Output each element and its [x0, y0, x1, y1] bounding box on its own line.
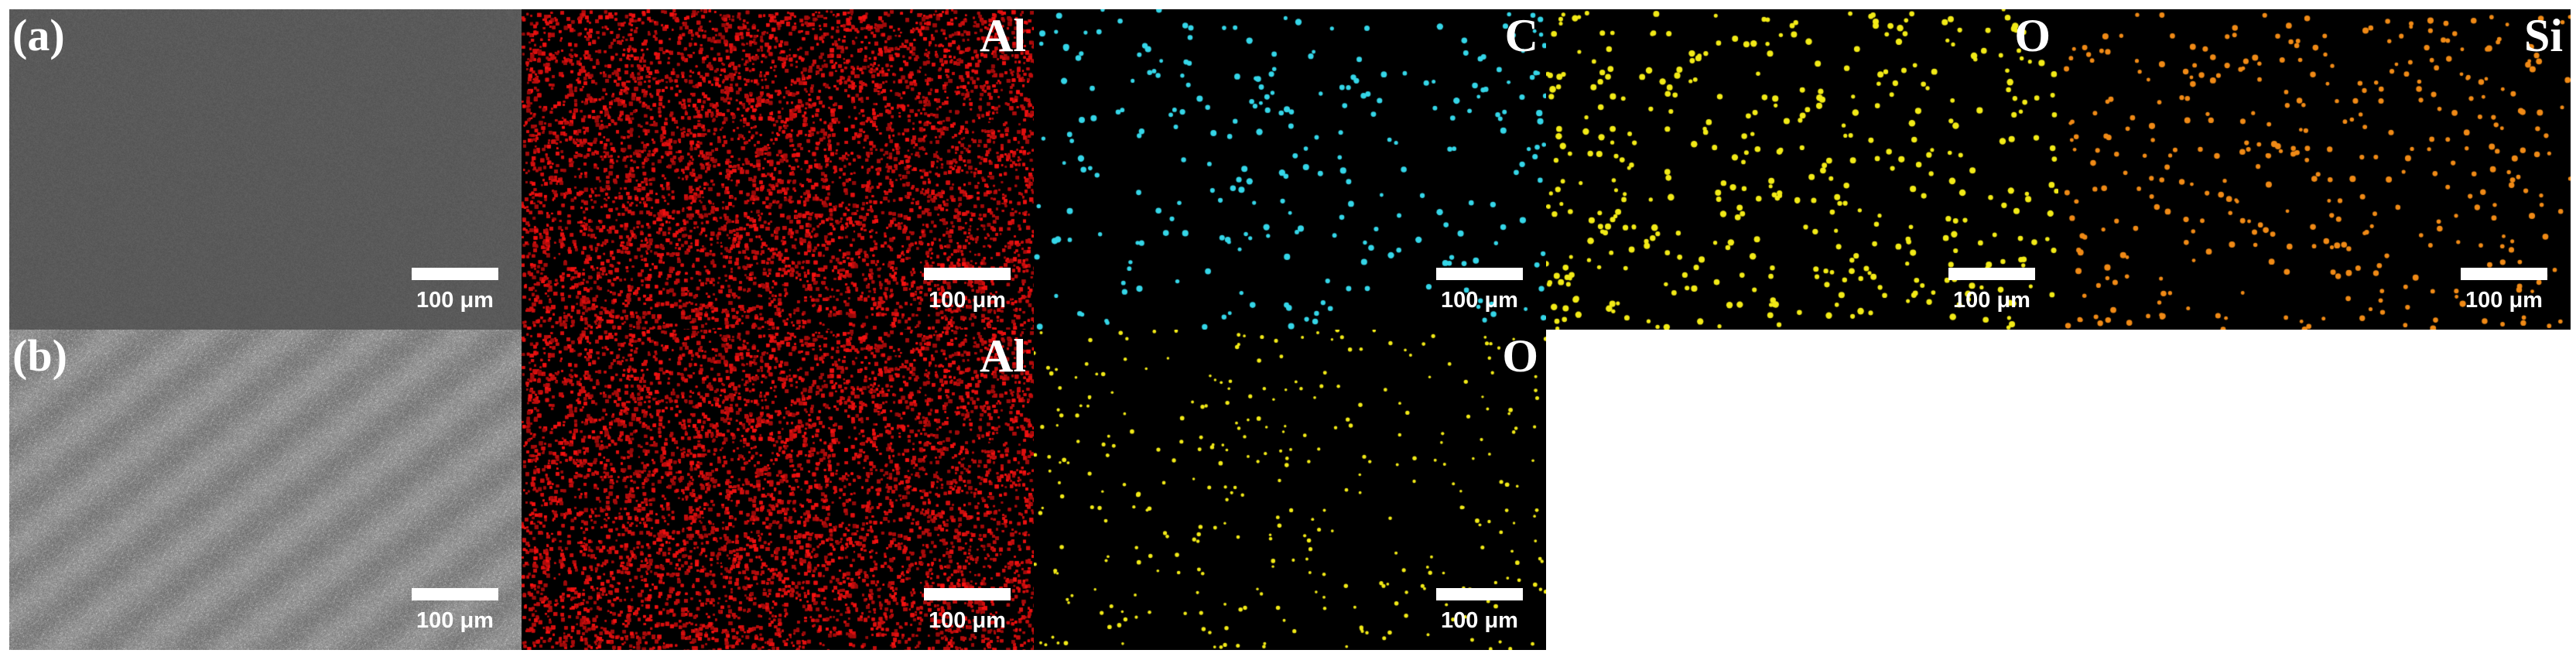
eds-map-a-si: Si 100 μm — [2058, 9, 2571, 330]
scale-bar-label: 100 μm — [929, 288, 1006, 313]
scale-bar-line — [1436, 588, 1523, 600]
element-label-a-c: C — [1504, 10, 1538, 61]
sem-image-a: (a) 100 μm — [9, 9, 522, 330]
scale-bar-line — [1948, 268, 2035, 280]
scale-bar-label: 100 μm — [416, 288, 494, 313]
sem-image-b: (b) 100 μm — [9, 330, 522, 650]
scale-bar-line — [2461, 268, 2547, 280]
eds-map-b-o: O 100 μm — [1034, 330, 1546, 650]
eds-map-a-o: O 100 μm — [1546, 9, 2058, 330]
scale-bar-label: 100 μm — [1441, 288, 1518, 313]
eds-map-b-al: Al 100 μm — [522, 330, 1034, 650]
scale-bar: 100 μm — [2453, 268, 2555, 319]
scale-bar-line — [924, 268, 1011, 280]
eds-map-a-al: Al 100 μm — [522, 9, 1034, 330]
scale-bar-label: 100 μm — [929, 608, 1006, 633]
scale-bar-label: 100 μm — [1441, 608, 1518, 633]
scale-bar: 100 μm — [916, 268, 1018, 319]
element-label-b-al: Al — [980, 330, 1026, 381]
scale-bar: 100 μm — [1428, 588, 1531, 639]
element-label-a-o: O — [2014, 10, 2051, 61]
panel-label-a: (a) — [12, 10, 65, 60]
scale-bar-label: 100 μm — [1953, 288, 2030, 313]
scale-bar-line — [412, 268, 498, 280]
scale-bar: 100 μm — [916, 588, 1018, 639]
eds-map-a-c: C 100 μm — [1034, 9, 1546, 330]
scale-bar: 100 μm — [404, 588, 506, 639]
scale-bar-line — [1436, 268, 1523, 280]
scale-bar-label: 100 μm — [2465, 288, 2543, 313]
scale-bar-label: 100 μm — [416, 608, 494, 633]
scale-bar: 100 μm — [1941, 268, 2043, 319]
element-label-a-si: Si — [2523, 10, 2563, 61]
element-label-a-al: Al — [980, 10, 1026, 61]
scale-bar-line — [924, 588, 1011, 600]
panel-label-b: (b) — [12, 330, 67, 381]
scale-bar-line — [412, 588, 498, 600]
scale-bar: 100 μm — [404, 268, 506, 319]
scale-bar: 100 μm — [1428, 268, 1531, 319]
element-label-b-o: O — [1502, 330, 1538, 381]
